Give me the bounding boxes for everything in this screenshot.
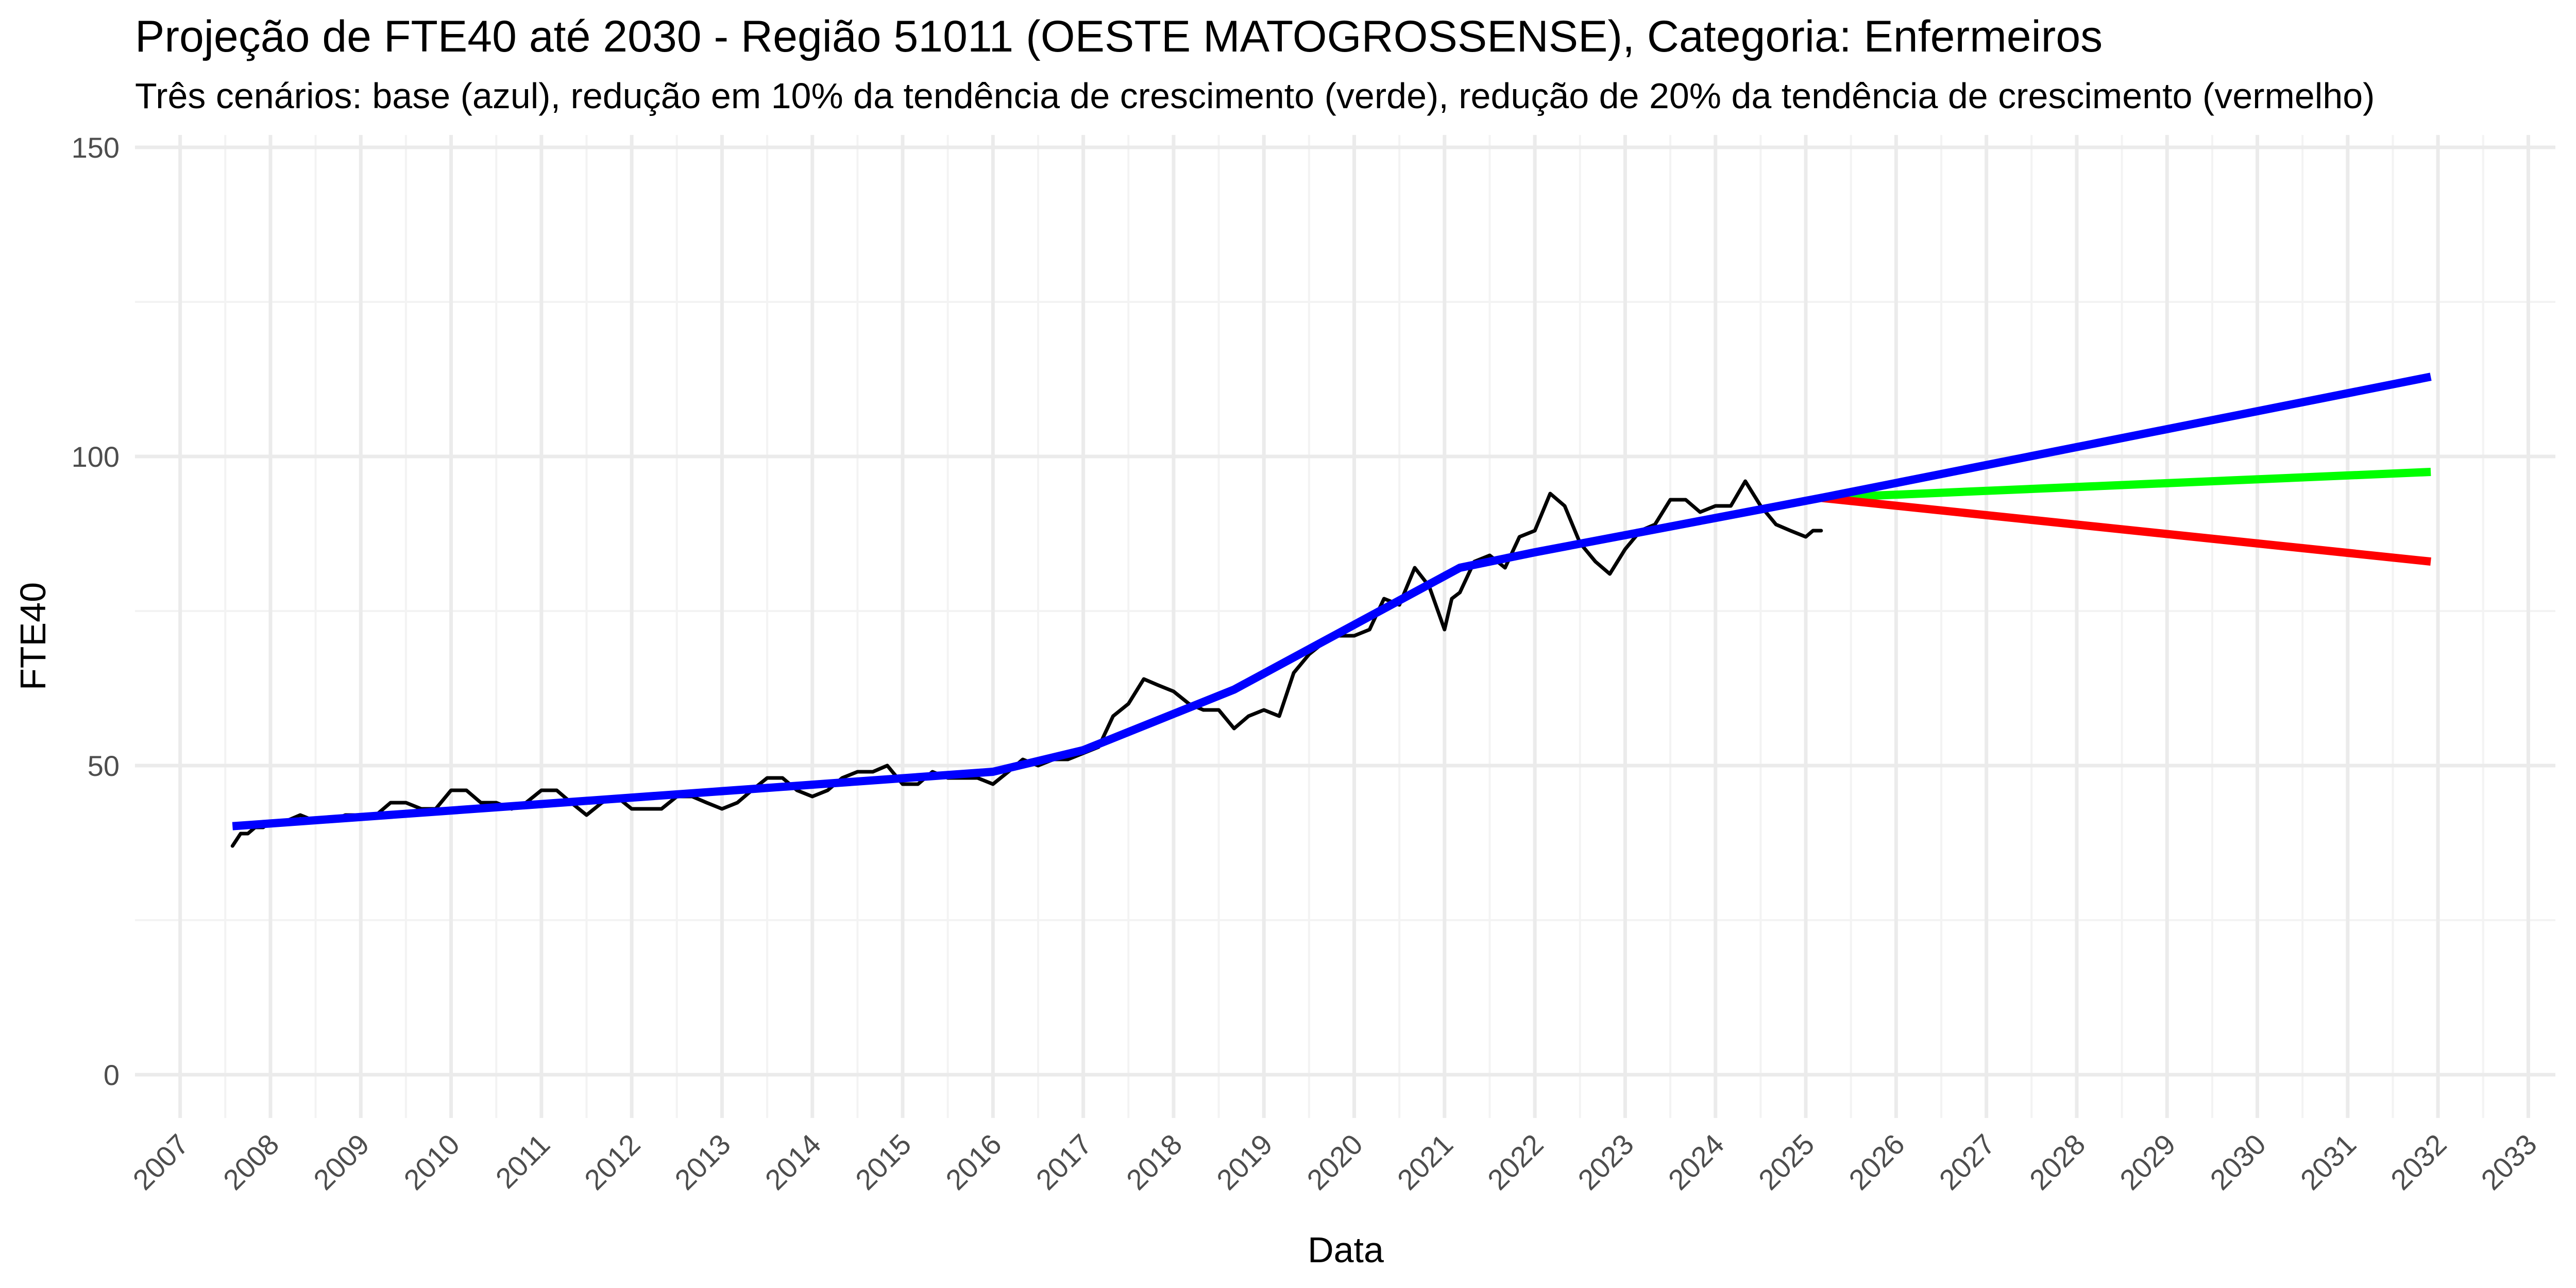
y-axis-title: FTE40 — [13, 582, 53, 690]
series-line-green-scenario — [1821, 468, 2431, 502]
y-tick-label-100: 100 — [72, 440, 120, 473]
x-tick-label-2019: 2019 — [1210, 1128, 1279, 1196]
x-tick-label-2024: 2024 — [1662, 1128, 1731, 1196]
x-tick-label-2009: 2009 — [307, 1128, 376, 1196]
x-axis-title: Data — [1308, 1230, 1384, 1270]
x-tick-label-2016: 2016 — [939, 1128, 1008, 1196]
x-tick-label-2011: 2011 — [489, 1128, 556, 1195]
x-tick-label-2022: 2022 — [1481, 1128, 1550, 1196]
series-line-base — [232, 372, 2432, 831]
x-tick-label-2012: 2012 — [578, 1128, 647, 1196]
x-tick-label-2021: 2021 — [1391, 1128, 1460, 1196]
series-line-observed — [230, 479, 1823, 848]
x-tick-label-2027: 2027 — [1933, 1128, 2001, 1196]
y-tick-label-0: 0 — [104, 1059, 120, 1091]
x-tick-label-2007: 2007 — [126, 1128, 195, 1196]
y-axis-ticks: 0 50 100 150 — [72, 131, 120, 1091]
x-tick-label-2031: 2031 — [2294, 1128, 2363, 1196]
plot-lines — [230, 372, 2432, 848]
x-tick-label-2025: 2025 — [1752, 1128, 1821, 1196]
y-tick-label-50: 50 — [88, 750, 120, 782]
chart-subtitle: Três cenários: base (azul), redução em 1… — [135, 76, 2375, 116]
x-tick-label-2008: 2008 — [217, 1128, 285, 1196]
x-tick-label-2013: 2013 — [668, 1128, 737, 1196]
x-tick-label-2026: 2026 — [1842, 1128, 1911, 1196]
x-tick-label-2028: 2028 — [2023, 1128, 2092, 1196]
series-line-red-scenario — [1820, 494, 2431, 566]
x-tick-label-2033: 2033 — [2475, 1128, 2543, 1196]
x-tick-label-2015: 2015 — [849, 1128, 918, 1196]
chart-title: Projeção de FTE40 até 2030 - Região 5101… — [135, 12, 2103, 61]
y-tick-label-150: 150 — [72, 131, 120, 164]
x-tick-label-2017: 2017 — [1029, 1128, 1098, 1196]
x-tick-label-2014: 2014 — [759, 1128, 827, 1196]
x-tick-label-2029: 2029 — [2113, 1128, 2182, 1196]
x-tick-label-2020: 2020 — [1300, 1128, 1369, 1196]
x-tick-label-2032: 2032 — [2384, 1128, 2453, 1196]
grid — [135, 135, 2555, 1118]
x-tick-label-2018: 2018 — [1120, 1128, 1189, 1196]
x-axis-ticks: 2007 2008 2009 2010 2011 2012 2013 2014 2015 2016… — [126, 1128, 2543, 1196]
x-tick-label-2030: 2030 — [2204, 1128, 2272, 1196]
x-tick-label-2023: 2023 — [1571, 1128, 1640, 1196]
x-tick-label-2010: 2010 — [397, 1128, 466, 1196]
